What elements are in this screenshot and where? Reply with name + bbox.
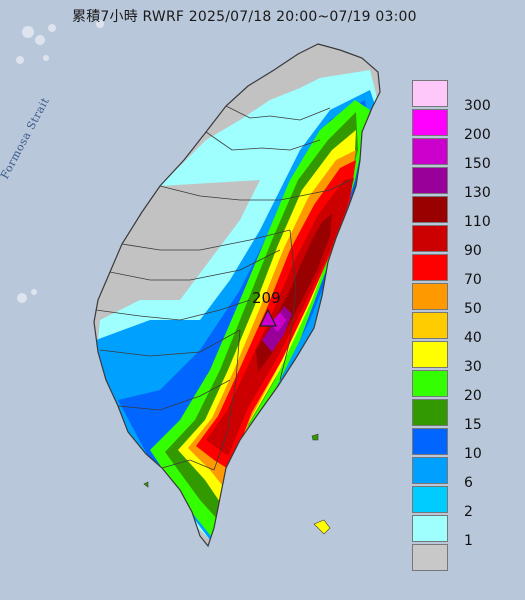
legend-label: 6 (464, 475, 473, 491)
legend-label: 50 (464, 301, 482, 317)
rainfall-overlay (96, 70, 380, 540)
legend-label: 200 (464, 127, 491, 143)
legend-swatch (412, 167, 448, 194)
legend-label: 30 (464, 359, 482, 375)
legend-swatch (412, 399, 448, 426)
legend-swatch (412, 80, 448, 107)
peak-value-label: 209 (252, 289, 281, 307)
legend-label: 70 (464, 272, 482, 288)
liuqiu-island (143, 481, 149, 488)
legend-label: 10 (464, 446, 482, 462)
legend-label: 90 (464, 243, 482, 259)
legend-swatch (412, 486, 448, 513)
legend-swatch (412, 515, 448, 542)
legend-label: 15 (464, 417, 482, 433)
legend-swatch (412, 457, 448, 484)
legend-swatch (412, 428, 448, 455)
legend-swatch (412, 283, 448, 310)
legend-swatch (412, 225, 448, 252)
legend-label: 40 (464, 330, 482, 346)
legend-label: 300 (464, 98, 491, 114)
legend-swatch (412, 312, 448, 339)
legend-swatch (412, 370, 448, 397)
peak-marker-icon (259, 308, 277, 327)
legend-label: 20 (464, 388, 482, 404)
legend-label: 1 (464, 533, 473, 549)
orchid-island (311, 433, 319, 441)
map-title: 累積7小時 RWRF 2025/07/18 20:00~07/19 03:00 (72, 9, 417, 25)
legend-swatch (412, 254, 448, 281)
legend-label: 2 (464, 504, 473, 520)
legend-label: 130 (464, 185, 491, 201)
legend-swatch (412, 109, 448, 136)
legend-swatch (412, 544, 448, 571)
taiwan-island (93, 43, 381, 548)
county-borders (93, 43, 381, 548)
green-island (313, 519, 331, 535)
legend-label: 110 (464, 214, 491, 230)
legend-swatch (412, 138, 448, 165)
legend-label: 150 (464, 156, 491, 172)
cloud-specks (16, 20, 104, 303)
legend-swatch (412, 341, 448, 368)
legend-swatch (412, 196, 448, 223)
